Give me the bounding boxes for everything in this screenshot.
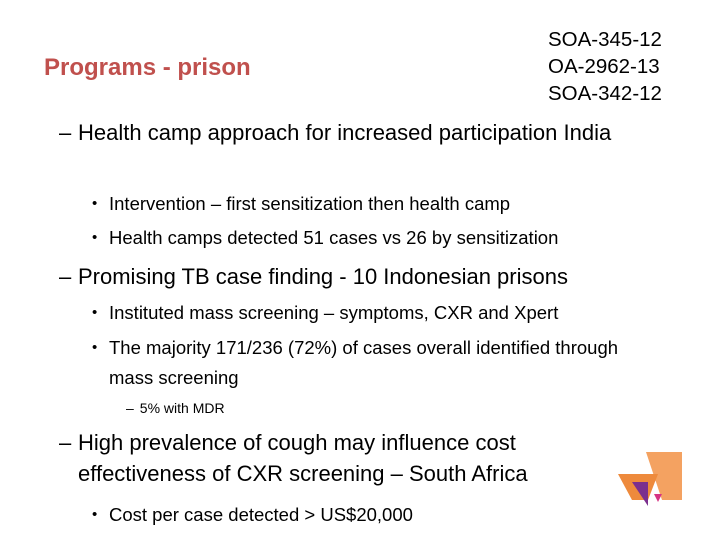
bullet-dot-icon: • — [92, 304, 98, 321]
bullet-level2: • Health camps detected 51 cases vs 26 b… — [92, 223, 652, 253]
logo-purple-shape — [632, 482, 648, 506]
logo-orange-shape — [646, 452, 682, 500]
logo-icon — [618, 452, 682, 506]
bullet-dot-icon: • — [92, 339, 98, 356]
bullet-level2: • Instituted mass screening – symptoms, … — [92, 298, 652, 328]
bullet-level1: – Health camp approach for increased par… — [59, 120, 612, 145]
bullet-level1: – High prevalence of cough may influence… — [59, 430, 528, 486]
bullet-level3: –5% with MDR — [126, 400, 225, 416]
bullet-dot-icon: • — [92, 506, 98, 523]
bullet-dot-icon: • — [92, 229, 98, 246]
bullet-dot-icon: • — [92, 195, 98, 212]
document-code: SOA-345-12 — [548, 28, 662, 51]
document-codes: SOA-345-12 OA-2962-13 SOA-342-12 — [548, 26, 662, 107]
bullet-level2: • Intervention – first sensitization the… — [92, 189, 652, 219]
document-code: SOA-342-12 — [548, 82, 662, 105]
bullet-level1: – Promising TB case finding - 10 Indones… — [59, 264, 568, 289]
logo-pink-shape — [654, 494, 662, 502]
slide-title: Programs - prison — [44, 54, 251, 81]
bullet-level2: • The majority 171/236 (72%) of cases ov… — [92, 333, 637, 393]
bullet-level2: • Cost per case detected > US$20,000 — [92, 500, 652, 530]
document-code: OA-2962-13 — [548, 55, 660, 78]
